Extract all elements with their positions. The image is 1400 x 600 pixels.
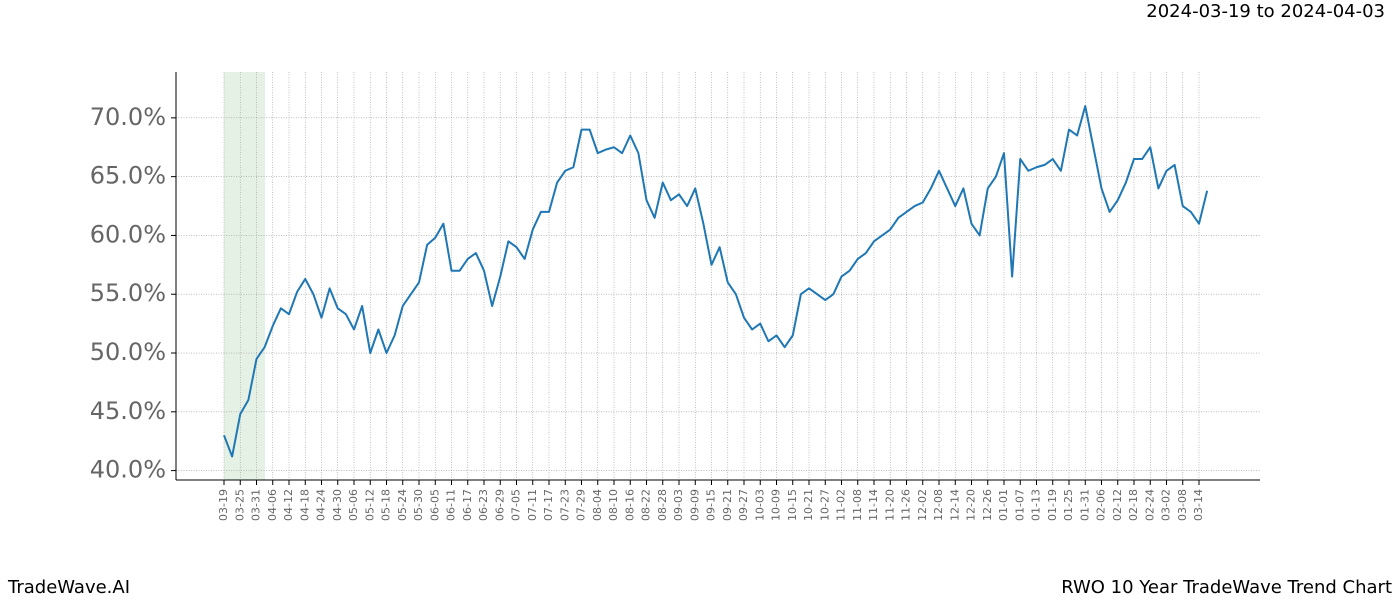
- x-tick-label: 08-16: [623, 489, 636, 521]
- x-tick-label: 12-02: [916, 489, 929, 521]
- x-tick-label: 08-04: [591, 489, 604, 521]
- x-tick-label: 11-20: [883, 489, 896, 521]
- x-tick-label: 11-26: [900, 489, 913, 521]
- x-tick-label: 10-27: [818, 489, 831, 521]
- footer-left: TradeWave.AI: [7, 577, 130, 598]
- x-tick-label: 11-08: [851, 489, 864, 521]
- x-tick-label: 03-02: [1160, 489, 1173, 521]
- x-tick-label: 02-12: [1111, 489, 1124, 521]
- x-tick-label: 07-29: [575, 489, 588, 521]
- x-tick-label: 01-31: [1078, 489, 1091, 521]
- x-tick-label: 01-19: [1046, 489, 1059, 521]
- x-tick-label: 12-26: [981, 489, 994, 521]
- x-tick-label: 09-21: [721, 489, 734, 521]
- x-tick-label: 06-23: [477, 489, 490, 521]
- x-tick-label: 05-06: [347, 489, 360, 521]
- x-tick-label: 01-01: [997, 489, 1010, 521]
- y-tick-label: 45.0%: [90, 397, 166, 425]
- x-tick-label: 04-06: [266, 489, 279, 521]
- subtitle: 2024-03-19 to 2024-04-03: [1146, 1, 1385, 22]
- x-tick-label: 05-30: [412, 489, 425, 521]
- x-tick-label: 03-08: [1176, 489, 1189, 521]
- x-tick-label: 09-27: [737, 489, 750, 521]
- x-tick-label: 08-28: [656, 489, 669, 521]
- x-tick-label: 07-11: [526, 489, 539, 521]
- y-tick-label: 60.0%: [90, 220, 166, 248]
- x-tick-label: 05-24: [396, 489, 409, 521]
- x-tick-label: 01-13: [1030, 489, 1043, 521]
- x-tick-label: 06-11: [445, 489, 458, 521]
- x-tick-label: 09-03: [672, 489, 685, 521]
- y-tick-label: 65.0%: [90, 162, 166, 190]
- x-tick-label: 04-12: [282, 489, 295, 521]
- x-tick-label: 03-25: [233, 489, 246, 521]
- x-tick-label: 05-12: [363, 489, 376, 521]
- x-tick-label: 12-08: [932, 489, 945, 521]
- x-tick-label: 11-14: [867, 489, 880, 521]
- y-tick-label: 70.0%: [90, 103, 166, 131]
- x-tick-label: 07-17: [542, 489, 555, 521]
- x-tick-label: 10-21: [802, 489, 815, 521]
- x-tick-label: 10-03: [753, 489, 766, 521]
- highlight-span: [224, 72, 265, 480]
- x-tick-label: 04-18: [298, 489, 311, 521]
- x-tick-label: 04-24: [315, 489, 328, 521]
- x-tick-label: 09-09: [688, 489, 701, 521]
- x-tick-label: 11-02: [835, 489, 848, 521]
- x-tick-label: 06-29: [493, 489, 506, 521]
- x-tick-label: 07-05: [510, 489, 523, 521]
- x-tick-label: 12-14: [948, 489, 961, 521]
- x-tick-label: 01-25: [1062, 489, 1075, 521]
- x-tick-label: 08-22: [640, 489, 653, 521]
- x-tick-label: 07-23: [558, 489, 571, 521]
- x-tick-label: 06-17: [461, 489, 474, 521]
- x-tick-label: 06-05: [428, 489, 441, 521]
- x-tick-label: 02-24: [1143, 489, 1156, 521]
- x-tick-label: 02-06: [1095, 489, 1108, 521]
- x-tick-label: 01-07: [1013, 489, 1026, 521]
- x-tick-label: 09-15: [705, 489, 718, 521]
- x-tick-label: 02-18: [1127, 489, 1140, 521]
- footer-right: RWO 10 Year TradeWave Trend Chart: [1061, 577, 1392, 598]
- x-tick-label: 08-10: [607, 489, 620, 521]
- x-tick-label: 10-09: [770, 489, 783, 521]
- x-tick-label: 12-20: [965, 489, 978, 521]
- y-tick-label: 50.0%: [90, 338, 166, 366]
- line-series: [223, 105, 1209, 458]
- y-tick-label: 55.0%: [90, 279, 166, 307]
- x-tick-label: 03-14: [1192, 489, 1205, 521]
- x-tick-label: 03-31: [250, 489, 263, 521]
- x-tick-label: 03-19: [217, 489, 230, 521]
- x-tick-label: 05-18: [380, 489, 393, 521]
- x-tick-label: 04-30: [331, 489, 344, 521]
- y-tick-label: 40.0%: [90, 456, 166, 484]
- x-tick-label: 10-15: [786, 489, 799, 521]
